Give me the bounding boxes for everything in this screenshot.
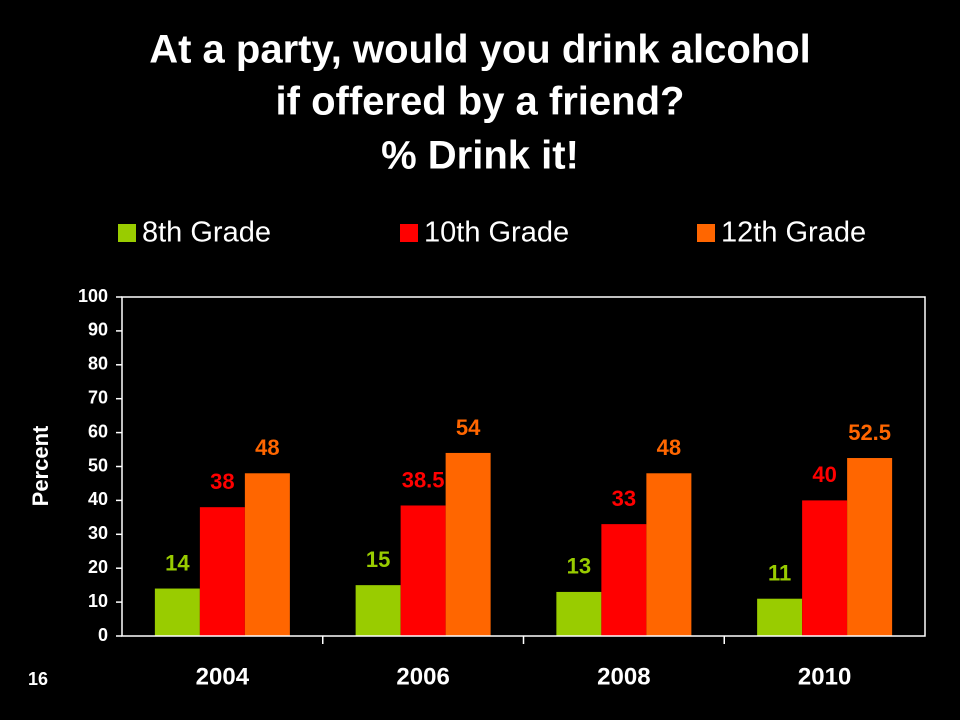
y-tick-label: 50 bbox=[88, 455, 108, 475]
bar bbox=[757, 598, 803, 636]
y-tick-label: 10 bbox=[88, 591, 108, 611]
data-label: 11 bbox=[768, 561, 791, 586]
data-label: 48 bbox=[657, 435, 681, 460]
chart-title: if offered by a friend? bbox=[276, 80, 685, 124]
plot-frame bbox=[121, 296, 926, 637]
chart-title: At a party, would you drink alcohol bbox=[149, 28, 811, 72]
data-label: 40 bbox=[812, 462, 836, 487]
bar bbox=[400, 505, 446, 636]
y-tick-label: 40 bbox=[88, 489, 108, 509]
data-label: 13 bbox=[567, 554, 591, 579]
data-label: 33 bbox=[612, 486, 636, 511]
data-label: 38.5 bbox=[402, 467, 445, 492]
legend-swatch bbox=[118, 224, 136, 242]
bar bbox=[154, 588, 200, 636]
y-tick-label: 0 bbox=[98, 625, 108, 645]
data-label: 14 bbox=[165, 550, 190, 575]
x-tick-label: 2008 bbox=[597, 663, 650, 690]
bar bbox=[445, 452, 491, 636]
bar bbox=[802, 500, 848, 636]
chart-title: % Drink it! bbox=[381, 134, 579, 178]
y-tick-label: 70 bbox=[88, 387, 108, 407]
data-label: 54 bbox=[456, 415, 481, 440]
y-axis-label: Percent bbox=[28, 425, 53, 506]
legend-swatch bbox=[697, 224, 715, 242]
bar bbox=[601, 524, 647, 636]
y-tick-label: 90 bbox=[88, 320, 108, 340]
data-label: 48 bbox=[255, 435, 279, 460]
bar bbox=[556, 591, 602, 636]
bar bbox=[646, 473, 692, 636]
legend-swatch bbox=[400, 224, 418, 242]
data-label: 52.5 bbox=[848, 420, 891, 445]
legend-label: 10th Grade bbox=[424, 217, 569, 249]
y-tick-label: 20 bbox=[88, 557, 108, 577]
y-tick-label: 100 bbox=[78, 286, 108, 306]
x-tick-label: 2010 bbox=[798, 663, 851, 690]
data-label: 15 bbox=[366, 547, 390, 572]
x-tick-label: 2006 bbox=[396, 663, 449, 690]
bar bbox=[847, 458, 893, 636]
page-number: 16 bbox=[28, 669, 48, 689]
y-tick-label: 30 bbox=[88, 523, 108, 543]
data-label: 38 bbox=[210, 469, 234, 494]
legend-label: 8th Grade bbox=[142, 217, 271, 249]
legend-label: 12th Grade bbox=[721, 217, 866, 249]
bar bbox=[244, 473, 290, 636]
x-tick-label: 2004 bbox=[196, 663, 250, 690]
bar bbox=[199, 507, 245, 636]
bar bbox=[355, 585, 401, 636]
y-tick-label: 80 bbox=[88, 354, 108, 374]
y-tick-label: 60 bbox=[88, 421, 108, 441]
